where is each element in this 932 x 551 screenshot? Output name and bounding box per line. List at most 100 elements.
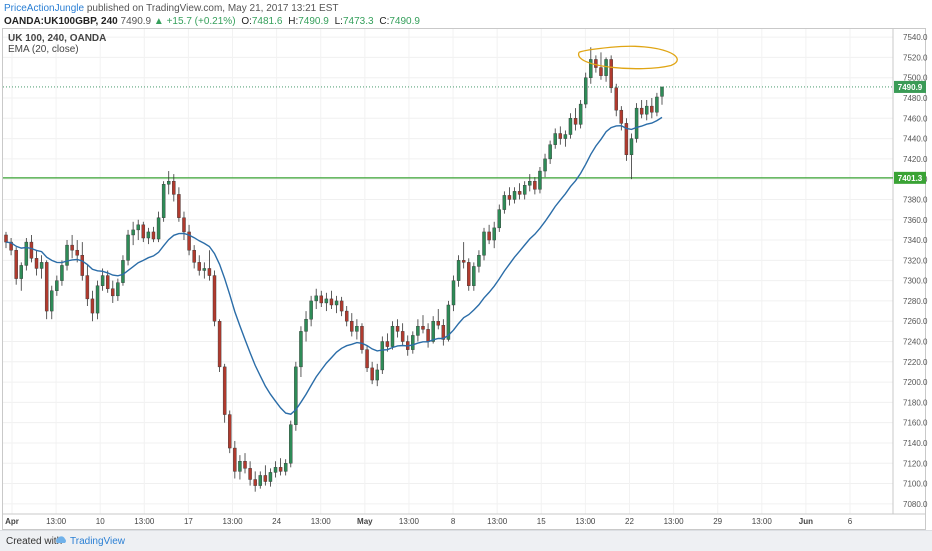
candle-body: [44, 262, 49, 312]
y-tick-label: 7280.0: [903, 297, 928, 306]
x-tick-label: 13:00: [664, 517, 685, 526]
x-tick-label: 13:00: [311, 517, 332, 526]
candle-body: [436, 321, 440, 326]
candle-body: [192, 249, 196, 263]
x-tick-label: 24: [272, 517, 281, 526]
x-tick-label: 13:00: [134, 517, 155, 526]
legend-indicator: EMA (20, close): [8, 44, 79, 55]
candle-body: [639, 107, 644, 115]
footer-created: Created with: [6, 536, 63, 547]
y-tick-label: 7380.0: [903, 195, 928, 204]
candle-body: [344, 310, 349, 322]
candle-body: [614, 87, 618, 111]
open-value: 7481.6: [251, 16, 283, 27]
candle-body: [116, 282, 120, 297]
candle-body: [65, 244, 69, 266]
candle-body: [121, 260, 125, 283]
candle-body: [431, 321, 435, 342]
price-tag-label: 7490.9: [898, 83, 923, 92]
candle-body: [167, 180, 171, 185]
highlight-annotation: [578, 45, 678, 70]
candle-body: [472, 266, 476, 286]
candle-body: [416, 326, 420, 336]
candle-body: [497, 209, 501, 229]
candle-body: [467, 262, 471, 286]
candle-body: [263, 475, 268, 482]
candle-body: [553, 133, 557, 145]
candle-body: [619, 109, 624, 124]
candle-body: [589, 59, 593, 78]
candle-body: [50, 290, 54, 312]
candle-body: [350, 321, 354, 332]
y-tick-label: 7100.0: [903, 480, 928, 489]
price-change: ▲ +15.7 (+0.21%): [153, 16, 236, 27]
candle-body: [202, 268, 207, 271]
candle-body: [14, 249, 18, 279]
open-label: O:: [241, 16, 252, 27]
candle-body: [289, 424, 293, 464]
y-tick-label: 7540.0: [903, 33, 928, 42]
x-tick-label: 13:00: [399, 517, 420, 526]
candle-body: [329, 298, 334, 306]
candle-body: [146, 231, 151, 239]
candle-body: [502, 195, 507, 210]
candle-body: [339, 300, 344, 312]
candle-body: [360, 326, 364, 350]
candle-body: [136, 224, 140, 231]
level-tag: [894, 171, 926, 184]
candle-body: [594, 59, 598, 68]
x-tick-label: 13:00: [752, 517, 773, 526]
candle-body: [578, 103, 583, 125]
candle-body: [655, 96, 659, 113]
candle-body: [548, 144, 552, 160]
candle-body: [492, 227, 496, 241]
y-tick-label: 7200.0: [903, 378, 928, 387]
chart-frame[interactable]: [2, 28, 926, 530]
candle-body: [446, 304, 451, 340]
candle-body: [19, 265, 23, 279]
candle-body: [522, 185, 527, 195]
cloud-icon: [54, 534, 68, 549]
footer-brand[interactable]: TradingView: [70, 536, 126, 547]
candle-body: [309, 300, 313, 320]
y-tick-label: 7500.0: [903, 74, 928, 83]
candle-body: [543, 158, 547, 172]
y-tick-label: 7320.0: [903, 256, 928, 265]
x-tick-label: 15: [537, 517, 546, 526]
candle-body: [55, 280, 59, 291]
candle-body: [624, 123, 629, 156]
candle-body: [95, 285, 100, 314]
candle-body: [4, 234, 8, 243]
candle-body: [365, 349, 369, 369]
candle-body: [583, 77, 588, 105]
candle-body: [29, 241, 34, 259]
x-tick-label: Jun: [799, 517, 813, 526]
candle-body: [599, 67, 603, 76]
candle-body: [400, 331, 405, 342]
candle-body: [253, 479, 257, 486]
candle-body: [34, 258, 39, 269]
y-tick-label: 7080.0: [903, 500, 928, 509]
candle-body: [390, 326, 395, 347]
candle-body: [645, 105, 649, 115]
candle-body: [528, 180, 532, 186]
candle-body: [238, 461, 242, 472]
x-tick-label: 13:00: [46, 517, 67, 526]
candle-body: [222, 366, 227, 415]
author-link[interactable]: PriceActionJungle: [4, 3, 85, 14]
x-tick-label: 13:00: [223, 517, 244, 526]
candle-body: [380, 341, 385, 371]
candle-body: [9, 241, 13, 251]
candle-body: [441, 325, 446, 340]
candle-body: [324, 298, 329, 304]
candle-body: [299, 331, 303, 368]
candle-body: [370, 367, 374, 381]
chart-legend: UK 100, 240, OANDA EMA (20, close): [8, 33, 106, 55]
candle-body: [294, 366, 298, 425]
candle-body: [187, 231, 191, 251]
candle-body: [568, 118, 573, 135]
candle-body: [456, 260, 461, 281]
ema-line: [5, 116, 663, 415]
chart-header: PriceActionJungle published on TradingVi…: [4, 2, 420, 28]
